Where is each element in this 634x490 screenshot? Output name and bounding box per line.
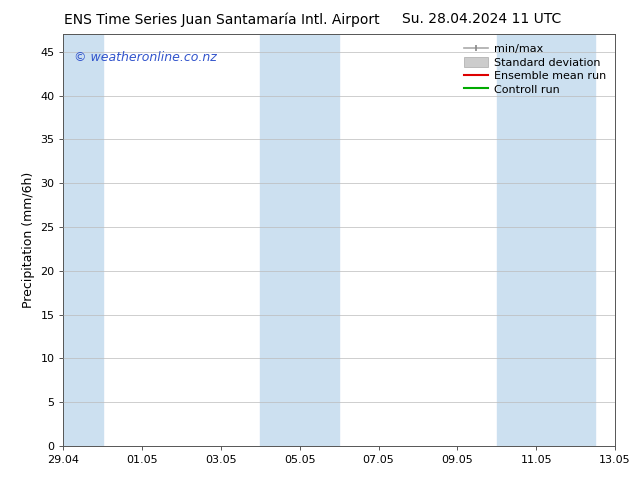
Text: © weatheronline.co.nz: © weatheronline.co.nz (74, 51, 217, 64)
Y-axis label: Precipitation (mm/6h): Precipitation (mm/6h) (22, 172, 35, 308)
Bar (63, 34, 103, 446)
Text: Su. 28.04.2024 11 UTC: Su. 28.04.2024 11 UTC (402, 12, 562, 26)
Legend: min/max, Standard deviation, Ensemble mean run, Controll run: min/max, Standard deviation, Ensemble me… (460, 39, 611, 99)
Bar (261, 34, 339, 446)
Text: ENS Time Series Juan Santamaría Intl. Airport: ENS Time Series Juan Santamaría Intl. Ai… (64, 12, 380, 27)
Bar (497, 34, 595, 446)
